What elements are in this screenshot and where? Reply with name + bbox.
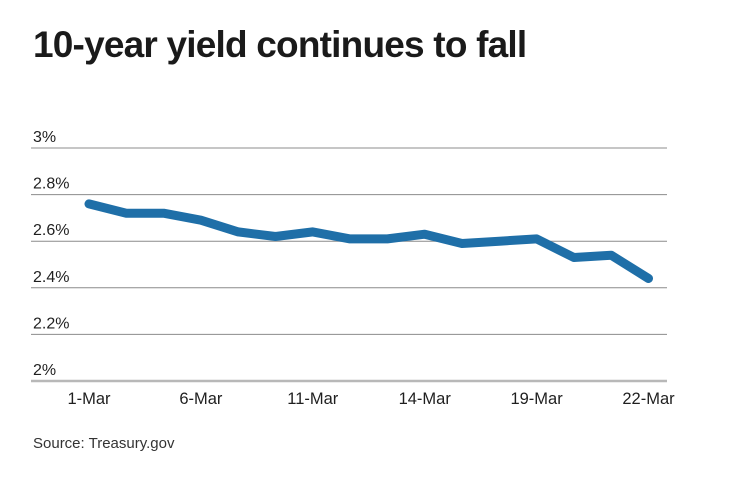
- y-tick-label: 2.8%: [33, 176, 69, 193]
- y-tick-label: 2%: [33, 362, 56, 379]
- x-tick-label: 22-Mar: [622, 390, 675, 408]
- y-tick-label: 2.2%: [33, 315, 69, 332]
- y-tick-label: 2.4%: [33, 269, 69, 286]
- chart-canvas: 3% 2.8% 2.6% 2.4% 2.2% 2% 1-Mar 6-Mar 11-Mar 14-M…: [31, 129, 675, 408]
- chart-title: 10-year yield continues to fall: [33, 24, 527, 65]
- yield-line-chart: 3% 2.8% 2.6% 2.4% 2.2% 2% 1-Mar 6-Mar 11-Mar 14-M…: [0, 120, 740, 430]
- x-tick-label: 19-Mar: [510, 390, 563, 408]
- yield-line: [84, 199, 653, 283]
- y-tick-label: 2.6%: [33, 222, 69, 239]
- y-tick-label: 3%: [33, 129, 56, 146]
- x-tick-label: 11-Mar: [287, 390, 339, 408]
- x-tick-label: 1-Mar: [67, 390, 111, 408]
- source-note: Source: Treasury.gov: [33, 435, 175, 452]
- x-tick-label: 14-Mar: [399, 390, 452, 408]
- x-tick-label: 6-Mar: [179, 390, 223, 408]
